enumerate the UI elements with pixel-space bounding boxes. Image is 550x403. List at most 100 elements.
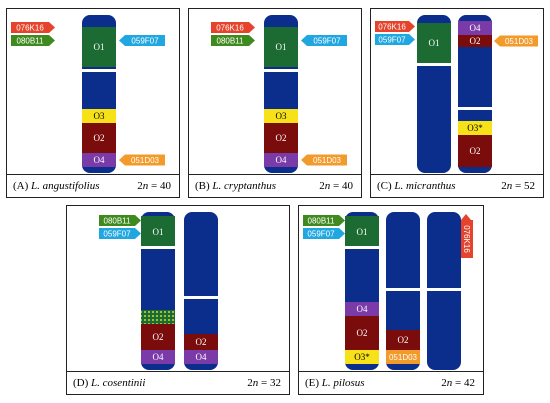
panel-e: O1 O4 O2 O3* O2 051D03 080B11 059F07 076… xyxy=(298,205,484,395)
band-o2 xyxy=(264,123,298,153)
label-o3-star: O3* xyxy=(354,352,370,362)
tag-076k16-text: 076K16 xyxy=(216,24,244,33)
label-o4: O4 xyxy=(357,304,368,314)
tag-059f07-arrow xyxy=(119,35,125,46)
band-o3 xyxy=(82,109,116,123)
tag-059f07-arrow xyxy=(339,228,345,239)
label-o1: O1 xyxy=(429,38,440,48)
tag-076k16 xyxy=(375,21,409,32)
two-n-var: n xyxy=(324,180,331,192)
two-n-value: = 40 xyxy=(148,180,171,192)
tag-080b11-arrow xyxy=(49,35,55,46)
panel-c: O1 O4 O2 O3* O2 076K16 059F07 051D03 (C)… xyxy=(370,8,544,198)
band-o4-right xyxy=(184,350,218,364)
label-o2-left: O2 xyxy=(153,332,164,342)
tag-080b11-text: 080B11 xyxy=(104,217,132,226)
tag-059f07-text: 059F07 xyxy=(131,37,159,46)
tag-080b11-arrow xyxy=(339,215,345,226)
tag-059f07-text: 059F07 xyxy=(313,37,341,46)
tag-080b11-arrow xyxy=(135,215,141,226)
tag-076k16 xyxy=(461,220,473,258)
panel-d-diagram: O1 O2 O4 O2 O4 080B11 059F07 xyxy=(99,212,220,370)
band-o2-right xyxy=(184,334,218,350)
band-o2-top xyxy=(458,35,492,47)
panel-b: O1 O3 O2 O4 076K16 080B11 059F07 051D03 … xyxy=(188,8,362,198)
panel-e-caption: (E) L. pilosus 2n = 42 xyxy=(299,371,483,394)
tag-059f07 xyxy=(303,228,339,239)
band-051d03 xyxy=(386,350,420,364)
label-o1: O1 xyxy=(153,227,164,237)
label-o4-left: O4 xyxy=(153,352,164,362)
caption-letter: (D) xyxy=(73,377,89,389)
tag-051d03 xyxy=(307,154,347,166)
tag-076k16 xyxy=(211,22,249,33)
label-o4: O4 xyxy=(94,155,105,165)
tag-051d03-text: 051D03 xyxy=(131,156,160,165)
tag-080b11 xyxy=(11,35,49,46)
two-n-value: = 52 xyxy=(512,180,535,192)
band-o3-star xyxy=(458,121,492,135)
panel-d: O1 O2 O4 O2 O4 080B11 059F07 (D) L. cose… xyxy=(66,205,290,395)
label-o2-right: O2 xyxy=(196,337,207,347)
label-o3: O3 xyxy=(276,111,287,121)
two-n-var: n xyxy=(252,377,259,389)
two-n-var: n xyxy=(506,180,513,192)
species-name: L. pilosus xyxy=(321,377,365,389)
caption-letter: (B) xyxy=(195,180,210,192)
band-o4 xyxy=(345,302,379,316)
two-n-prefix: 2 xyxy=(319,180,325,192)
species-name: L. cosentinii xyxy=(91,377,146,389)
band-o1 xyxy=(82,27,116,67)
constriction xyxy=(262,69,300,72)
two-n-var: n xyxy=(142,180,149,192)
label-o2: O2 xyxy=(276,133,287,143)
caption-letter: (C) xyxy=(377,180,392,192)
tag-059f07 xyxy=(125,35,165,46)
tag-080b11-text: 080B11 xyxy=(217,37,245,46)
tag-051d03-arrow xyxy=(301,154,307,166)
two-n-prefix: 2 xyxy=(137,180,143,192)
tag-080b11 xyxy=(211,35,249,46)
band-o4 xyxy=(458,21,492,35)
label-o2-bottom: O2 xyxy=(470,146,481,156)
tag-059f07-text: 059F07 xyxy=(378,36,406,45)
two-n-value: = 32 xyxy=(258,377,281,389)
band-o2-bottom xyxy=(458,135,492,167)
tag-059f07-arrow xyxy=(135,228,141,239)
band-o1 xyxy=(417,23,451,63)
label-o1: O1 xyxy=(357,227,368,237)
label-051d03: 051D03 xyxy=(389,353,418,362)
label-o2-right: O2 xyxy=(398,335,409,345)
panel-a: O1 O3 O2 O4 076K16 080B11 059F07 051D03 … xyxy=(6,8,180,198)
label-o2-top: O2 xyxy=(470,36,481,46)
tag-051d03-text: 051D03 xyxy=(505,37,534,46)
constriction-right xyxy=(456,107,494,110)
constriction-right xyxy=(182,296,220,299)
tag-059f07 xyxy=(307,35,347,46)
tag-051d03-text: 051D03 xyxy=(313,156,342,165)
label-o4: O4 xyxy=(276,155,287,165)
caption-letter: (E) xyxy=(305,377,320,389)
constriction-left xyxy=(139,246,177,249)
two-n-value: = 42 xyxy=(452,377,475,389)
band-o4 xyxy=(141,350,175,364)
panel-a-caption: (A) L. angustifolius 2n = 40 xyxy=(7,174,179,197)
chromosome-right xyxy=(184,212,218,370)
tag-080b11 xyxy=(99,215,135,226)
band-o1 xyxy=(345,216,379,246)
two-n-prefix: 2 xyxy=(247,377,253,389)
tag-051d03-arrow xyxy=(494,35,500,47)
band-o4 xyxy=(264,153,298,167)
tag-059f07-arrow xyxy=(301,35,307,46)
label-o4-right: O4 xyxy=(196,352,207,362)
panel-a-diagram: O1 O3 O2 O4 076K16 080B11 059F07 051D03 xyxy=(11,15,165,173)
caption-letter: (A) xyxy=(13,180,29,192)
panel-d-caption: (D) L. cosentinii 2n = 32 xyxy=(67,371,289,394)
constriction-1 xyxy=(343,246,381,249)
band-o2 xyxy=(82,123,116,153)
tag-076k16-arrow xyxy=(49,22,55,33)
tag-076k16-arrow xyxy=(409,21,415,32)
band-o3 xyxy=(264,109,298,123)
band-o2 xyxy=(345,316,379,350)
two-n-value: = 40 xyxy=(330,180,353,192)
